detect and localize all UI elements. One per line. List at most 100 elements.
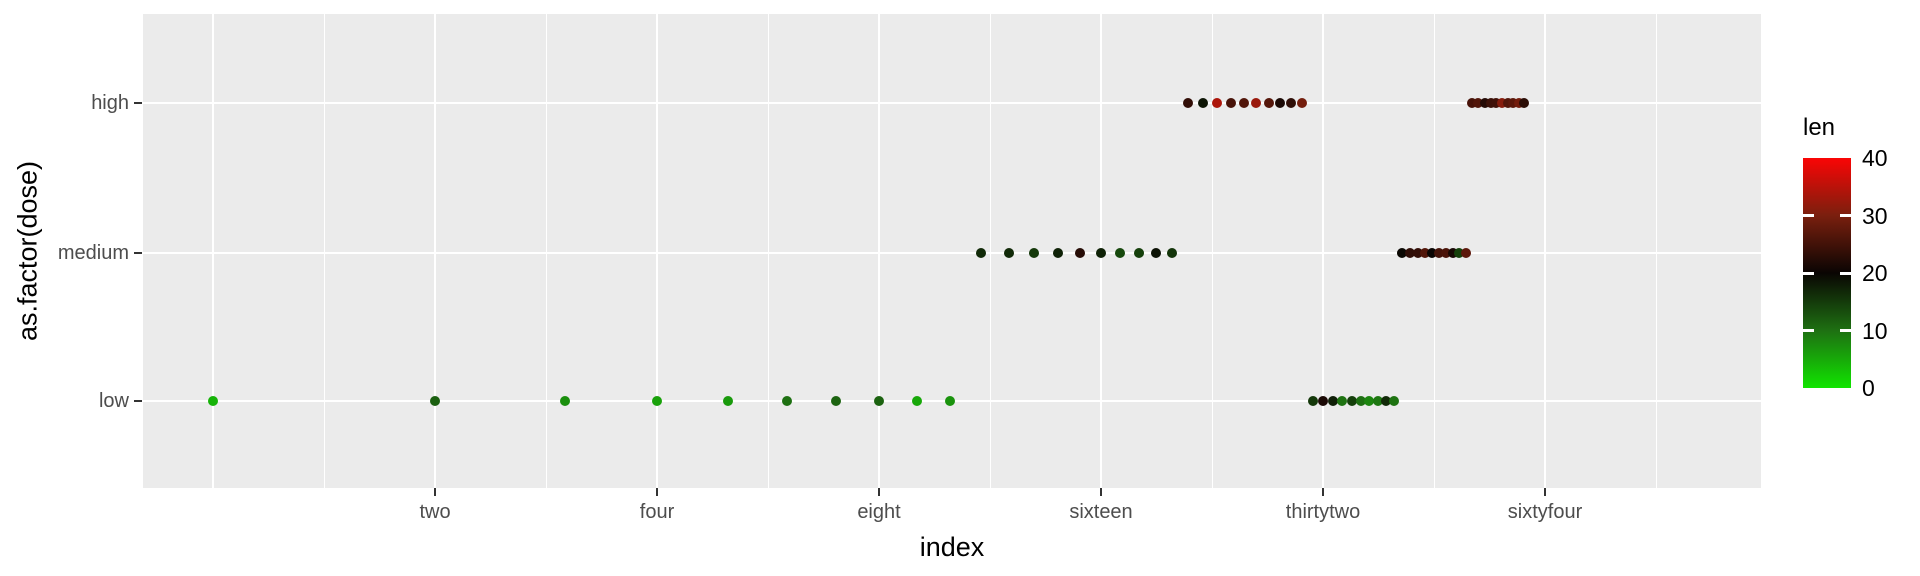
data-point bbox=[975, 248, 986, 258]
y-tick-label: low bbox=[98, 390, 129, 412]
x-tick-label: four bbox=[639, 501, 675, 523]
data-point bbox=[559, 396, 570, 406]
x-tick bbox=[656, 488, 658, 496]
data-point bbox=[1075, 248, 1086, 258]
x-tick-label: sixteen bbox=[1069, 501, 1133, 523]
data-point bbox=[1096, 248, 1106, 258]
y-tick-label: medium bbox=[57, 242, 129, 264]
data-point bbox=[1405, 248, 1416, 258]
data-point bbox=[1003, 248, 1014, 258]
data-point bbox=[1212, 98, 1223, 108]
data-point bbox=[1297, 98, 1308, 108]
data-point bbox=[1355, 396, 1366, 406]
data-point bbox=[1441, 248, 1452, 258]
data-point bbox=[1327, 396, 1338, 406]
data-point bbox=[1427, 248, 1438, 258]
v-gridline-major bbox=[1322, 14, 1324, 488]
y-tick bbox=[134, 252, 142, 254]
data-point bbox=[1029, 248, 1040, 258]
v-gridline-minor bbox=[323, 14, 325, 488]
data-point bbox=[1434, 248, 1445, 258]
data-point bbox=[1373, 396, 1384, 406]
v-gridline-major bbox=[212, 14, 214, 488]
data-point bbox=[1454, 248, 1465, 258]
h-gridline-major bbox=[143, 252, 1761, 254]
data-point bbox=[945, 396, 956, 406]
x-tick bbox=[878, 488, 880, 496]
legend-tick bbox=[1840, 271, 1851, 275]
data-point bbox=[1263, 98, 1274, 108]
data-point bbox=[1307, 396, 1318, 406]
data-point bbox=[430, 396, 440, 406]
v-gridline-major bbox=[878, 14, 880, 488]
legend-title: len bbox=[1803, 114, 1836, 141]
data-point bbox=[1381, 396, 1392, 406]
x-axis-title: index bbox=[919, 532, 985, 562]
legend-tick-label: 20 bbox=[1862, 260, 1888, 286]
x-tick-label: two bbox=[419, 501, 451, 523]
v-gridline-minor bbox=[1211, 14, 1213, 488]
data-point bbox=[1183, 98, 1194, 108]
data-point bbox=[1318, 396, 1328, 406]
data-point bbox=[1151, 248, 1162, 258]
data-point bbox=[1419, 248, 1430, 258]
data-point bbox=[723, 396, 734, 406]
data-point bbox=[1337, 396, 1348, 406]
v-gridline-minor bbox=[545, 14, 547, 488]
legend-tick bbox=[1840, 214, 1851, 217]
data-point bbox=[1346, 396, 1357, 406]
v-gridline-major bbox=[656, 14, 658, 488]
x-tick bbox=[434, 488, 436, 496]
data-point bbox=[1412, 248, 1423, 258]
v-gridline-minor bbox=[767, 14, 769, 488]
data-point bbox=[1513, 98, 1524, 108]
legend-tick-label: 30 bbox=[1862, 202, 1888, 229]
data-point bbox=[1397, 248, 1408, 258]
data-point bbox=[1447, 248, 1458, 258]
y-tick bbox=[134, 400, 142, 402]
data-point bbox=[1485, 98, 1496, 108]
data-point bbox=[1502, 98, 1513, 108]
legend-tick bbox=[1803, 329, 1814, 332]
v-gridline-minor bbox=[989, 14, 991, 488]
legend-tick-label: 40 bbox=[1862, 145, 1888, 171]
data-point bbox=[1364, 396, 1375, 406]
data-point bbox=[1133, 248, 1144, 258]
data-point bbox=[1167, 248, 1178, 258]
data-point bbox=[831, 396, 842, 406]
v-gridline-major bbox=[1544, 14, 1546, 488]
data-point bbox=[1251, 98, 1262, 108]
data-point bbox=[1519, 98, 1530, 108]
data-point bbox=[1497, 98, 1508, 108]
v-gridline-major bbox=[434, 14, 436, 488]
x-tick bbox=[1322, 488, 1324, 496]
data-point bbox=[1197, 98, 1208, 108]
data-point bbox=[1491, 98, 1502, 108]
x-tick bbox=[1544, 488, 1546, 496]
y-tick-label: high bbox=[91, 92, 129, 114]
data-point bbox=[1238, 98, 1249, 108]
data-point bbox=[1275, 98, 1286, 108]
x-tick-label: thirtytwo bbox=[1285, 501, 1361, 523]
y-tick bbox=[134, 102, 142, 104]
data-point bbox=[1053, 248, 1064, 258]
legend-tick bbox=[1803, 271, 1814, 275]
legend-tick bbox=[1840, 329, 1851, 332]
data-point bbox=[1473, 98, 1484, 108]
data-point bbox=[911, 396, 922, 406]
x-tick bbox=[1100, 488, 1102, 496]
data-point bbox=[1460, 248, 1471, 258]
data-point bbox=[1389, 396, 1400, 406]
data-point bbox=[874, 396, 884, 406]
data-point bbox=[1479, 98, 1490, 108]
data-point bbox=[781, 396, 792, 406]
h-gridline-major bbox=[143, 102, 1761, 104]
data-point bbox=[1286, 98, 1297, 108]
data-point bbox=[1508, 98, 1519, 108]
data-point bbox=[652, 396, 662, 406]
legend-tick-label: 0 bbox=[1862, 375, 1875, 401]
data-point bbox=[1225, 98, 1236, 108]
v-gridline-minor bbox=[1655, 14, 1657, 488]
x-tick-label: eight bbox=[857, 501, 901, 523]
